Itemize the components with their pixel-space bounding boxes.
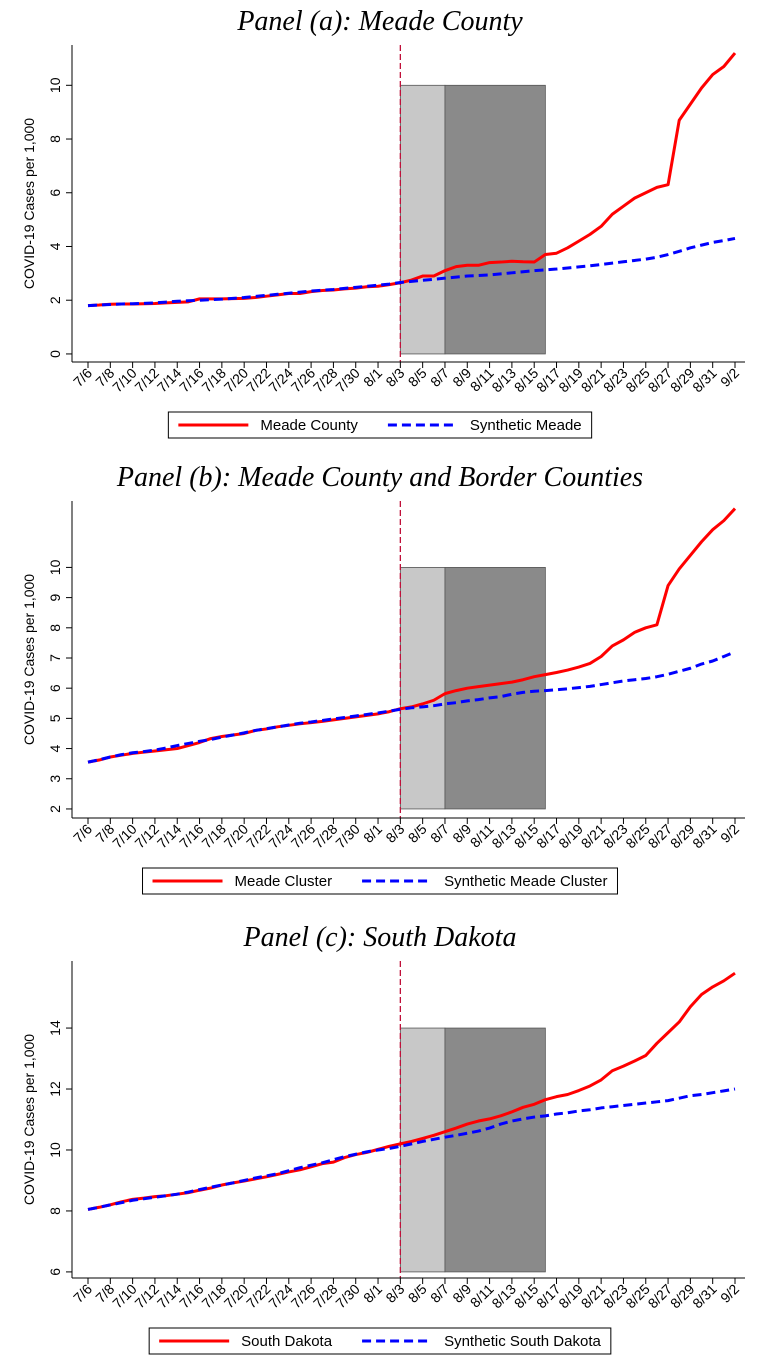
x-tick-label: 8/7	[427, 821, 452, 846]
series-line	[87, 650, 736, 764]
y-tick-label: 3	[47, 775, 63, 783]
x-tick-label: 9/2	[717, 821, 742, 846]
x-tick-label: 8/5	[405, 821, 430, 846]
panel-title: Panel (c): South Dakota	[243, 922, 517, 953]
x-tick-label: 9/2	[717, 1281, 742, 1306]
panel: Panel (c): South Dakota COVID-19 Cases pe…	[21, 922, 745, 1355]
legend-label: Synthetic Meade	[470, 417, 582, 434]
legend: South Dakota Synthetic South Dakota	[148, 1327, 612, 1355]
shaded-region	[444, 1027, 546, 1273]
shaded-region	[444, 567, 546, 810]
x-tick-label: 8/1	[360, 1281, 385, 1306]
x-tick-label: 7/30	[332, 1281, 363, 1312]
panel-title: Panel (b): Meade County and Border Count…	[116, 462, 643, 493]
y-tick-label: 8	[47, 135, 63, 143]
y-tick-label: 6	[47, 189, 63, 197]
y-tick-label: 0	[47, 350, 63, 358]
x-tick-label: 8/5	[405, 1281, 430, 1306]
y-tick-label: 5	[47, 714, 63, 722]
x-tick-label: 8/31	[689, 365, 720, 396]
x-tick-label: 7/30	[332, 821, 363, 852]
series-line	[87, 971, 736, 1211]
y-tick-label: 2	[47, 805, 63, 813]
x-tick-label: 9/2	[717, 365, 742, 390]
x-tick-label: 8/1	[360, 365, 385, 390]
x-tick-label: 8/31	[689, 821, 720, 852]
panel: Panel (a): Meade County COVID-19 Cases pe…	[21, 6, 745, 439]
panel-title: Panel (a): Meade County	[236, 6, 523, 37]
y-tick-label: 14	[47, 1020, 63, 1036]
x-tick-label: 8/3	[382, 1281, 407, 1306]
shaded-region	[399, 567, 446, 810]
x-tick-label: 8/3	[382, 821, 407, 846]
legend-label: Meade County	[260, 417, 358, 434]
y-axis-title: COVID-19 Cases per 1,000	[21, 118, 37, 289]
series-line	[87, 1087, 736, 1211]
panel: Panel (b): Meade County and Border Count…	[21, 462, 745, 895]
y-tick-label: 7	[47, 654, 63, 662]
x-tick-label: 8/1	[360, 821, 385, 846]
x-tick-label: 7/30	[332, 365, 363, 396]
x-tick-label: 8/7	[427, 365, 452, 390]
x-tick-label: 8/7	[427, 1281, 452, 1306]
shaded-region	[444, 84, 546, 355]
y-tick-label: 12	[47, 1081, 63, 1097]
legend-label: Meade Cluster	[235, 873, 333, 890]
x-tick-label: 7/6	[70, 1281, 95, 1306]
x-tick-label: 7/6	[70, 365, 95, 390]
y-tick-label: 10	[47, 559, 63, 575]
y-tick-label: 8	[47, 624, 63, 632]
y-tick-label: 2	[47, 296, 63, 304]
y-tick-label: 6	[47, 684, 63, 692]
y-axis-title: COVID-19 Cases per 1,000	[21, 1034, 37, 1205]
legend: Meade County Synthetic Meade	[167, 411, 593, 439]
x-tick-label: 8/31	[689, 1281, 720, 1312]
shaded-region	[399, 84, 446, 355]
x-tick-label: 7/6	[70, 821, 95, 846]
y-axis-title: COVID-19 Cases per 1,000	[21, 574, 37, 745]
legend-label: Synthetic South Dakota	[444, 1333, 601, 1350]
y-tick-label: 4	[47, 744, 63, 752]
y-tick-label: 10	[47, 77, 63, 93]
y-tick-label: 9	[47, 594, 63, 602]
series-line	[87, 236, 736, 308]
y-tick-label: 8	[47, 1207, 63, 1215]
y-tick-label: 4	[47, 242, 63, 250]
legend: Meade Cluster Synthetic Meade Cluster	[142, 867, 618, 895]
shaded-region	[399, 1027, 446, 1273]
x-tick-label: 8/5	[405, 365, 430, 390]
x-tick-label: 8/3	[382, 365, 407, 390]
y-tick-label: 6	[47, 1268, 63, 1276]
y-tick-label: 10	[47, 1142, 63, 1158]
legend-label: Synthetic Meade Cluster	[444, 873, 607, 890]
legend-label: South Dakota	[241, 1333, 333, 1350]
